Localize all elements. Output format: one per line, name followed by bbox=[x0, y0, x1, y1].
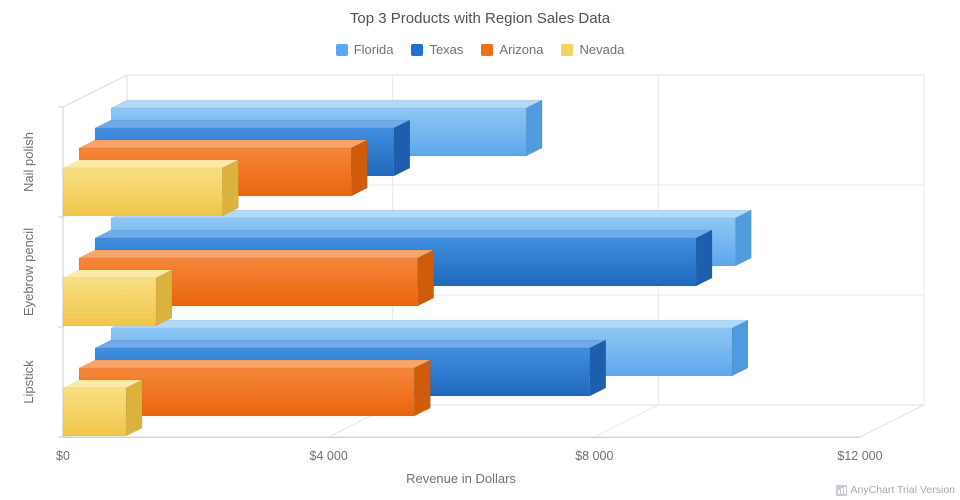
legend-item-nevada[interactable]: Nevada bbox=[561, 42, 624, 57]
bar-side-face bbox=[393, 119, 411, 177]
bar-side-face bbox=[155, 269, 173, 327]
bar-top-face bbox=[62, 159, 239, 169]
bar-nevada-eyebrow-pencil[interactable] bbox=[62, 269, 173, 327]
bar-side-face bbox=[735, 209, 752, 267]
legend-item-arizona[interactable]: Arizona bbox=[481, 42, 543, 57]
bar-front-face bbox=[62, 387, 127, 437]
bar-side-face bbox=[525, 99, 543, 157]
bar-nevada-nail-polish[interactable] bbox=[62, 159, 239, 217]
bar-nevada-lipstick[interactable] bbox=[62, 379, 143, 437]
category-label: Eyebrow pencil bbox=[21, 228, 36, 316]
bar-top-face bbox=[78, 139, 368, 149]
x-tick-label: $8 000 bbox=[575, 449, 613, 463]
bar-top-face bbox=[94, 119, 410, 129]
bar-front-face bbox=[62, 277, 157, 327]
bar-top-face bbox=[94, 339, 606, 349]
category-label: Lipstick bbox=[21, 360, 36, 404]
bar-top-face bbox=[94, 229, 713, 239]
x-axis-title: Revenue in Dollars bbox=[406, 471, 516, 486]
legend-swatch bbox=[335, 43, 348, 56]
bar-side-face bbox=[414, 359, 431, 417]
legend-item-texas[interactable]: Texas bbox=[411, 42, 463, 57]
legend-swatch bbox=[561, 43, 574, 56]
bar-side-face bbox=[731, 319, 749, 377]
chart-title: Top 3 Products with Region Sales Data bbox=[349, 10, 611, 27]
bar-side-face bbox=[351, 139, 368, 197]
bar-top-face bbox=[110, 319, 749, 329]
x-tick-label: $12 000 bbox=[837, 449, 882, 463]
anychart-trial-link[interactable]: AnyChart Trial Version bbox=[835, 484, 955, 496]
legend-label: Texas bbox=[429, 42, 464, 57]
bar-side-face bbox=[417, 249, 434, 307]
bar-side-face bbox=[222, 159, 239, 217]
bar-top-face bbox=[78, 359, 431, 369]
legend: Florida Texas Arizona Nevada bbox=[0, 42, 960, 57]
bar-side-face bbox=[125, 379, 143, 437]
x-tick-label: $4 000 bbox=[310, 449, 348, 463]
legend-swatch bbox=[481, 43, 494, 56]
legend-item-florida[interactable]: Florida bbox=[335, 42, 394, 57]
watermark-text: AnyChart Trial Version bbox=[850, 484, 955, 496]
x-tick-label: $0 bbox=[56, 449, 70, 463]
bar-top-face bbox=[78, 249, 434, 259]
legend-swatch bbox=[411, 43, 424, 56]
bar-front-face bbox=[62, 167, 223, 217]
legend-label: Arizona bbox=[499, 42, 544, 57]
category-label: Nail polish bbox=[21, 132, 36, 192]
bar-top-face bbox=[110, 99, 543, 109]
bar-side-face bbox=[695, 229, 713, 287]
legend-label: Florida bbox=[353, 42, 394, 57]
bar-top-face bbox=[62, 269, 173, 279]
legend-label: Nevada bbox=[579, 42, 625, 57]
grid-line-floor bbox=[859, 404, 925, 438]
grid-line-floor bbox=[594, 404, 659, 438]
anychart-logo-icon bbox=[835, 484, 847, 496]
bar-side-face bbox=[589, 339, 607, 397]
